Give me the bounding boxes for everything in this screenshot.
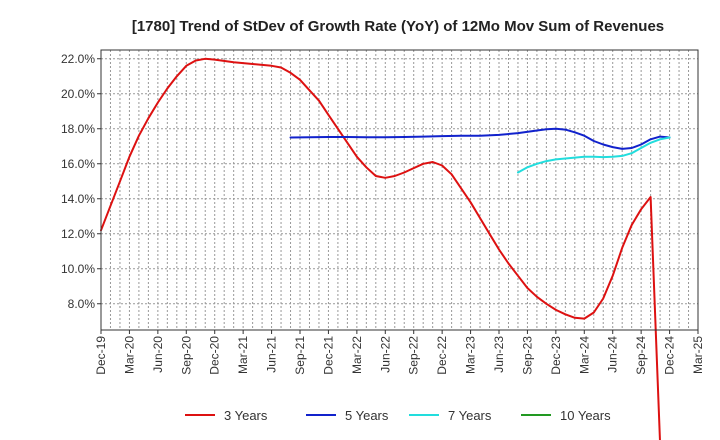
x-tick-label: Dec-21 <box>321 336 335 375</box>
y-tick-label: 18.0% <box>61 122 95 136</box>
x-tick-label: Jun-23 <box>492 336 506 373</box>
y-tick-label: 16.0% <box>61 157 95 171</box>
legend-label-7-years: 7 Years <box>448 408 492 423</box>
x-tick-label: Sep-23 <box>520 336 534 375</box>
x-tick-label: Mar-24 <box>577 336 591 374</box>
x-tick-label: Sep-20 <box>179 336 193 375</box>
x-tick-label: Dec-24 <box>663 336 677 375</box>
x-tick-label: Jun-24 <box>606 336 620 373</box>
x-tick-label: Jun-21 <box>265 336 279 373</box>
legend-label-10-years: 10 Years <box>560 408 611 423</box>
x-tick-label: Mar-20 <box>122 336 136 374</box>
x-tick-label: Mar-21 <box>236 336 250 374</box>
x-tick-label: Mar-23 <box>464 336 478 374</box>
x-tick-label: Sep-22 <box>407 336 421 375</box>
y-axis: 8.0% 10.0% 12.0% 14.0% 16.0% 18.0% 20.0% 22.0% <box>61 52 101 311</box>
y-tick-label: 10.0% <box>61 262 95 276</box>
x-tick-label: Jun-22 <box>378 336 392 373</box>
legend: 3 Years 5 Years 7 Years 10 Years <box>185 408 611 423</box>
x-tick-label: Dec-23 <box>549 336 563 375</box>
x-tick-label: Sep-24 <box>634 336 648 375</box>
plot-frame <box>100 49 699 331</box>
series-line-5-years <box>289 127 671 150</box>
x-tick-label: Dec-20 <box>208 336 222 375</box>
x-tick-label: Mar-25 <box>691 336 705 374</box>
x-tick-label: Jun-20 <box>151 336 165 373</box>
grid <box>101 50 698 330</box>
x-axis: Dec-19 Mar-20 Jun-20 Sep-20 Dec-20 Mar-21 Jun-… <box>94 330 705 375</box>
x-tick-label: Dec-19 <box>94 336 108 375</box>
series-layer <box>100 57 671 440</box>
legend-label-3-years: 3 Years <box>224 408 268 423</box>
y-tick-label: 12.0% <box>61 227 95 241</box>
legend-label-5-years: 5 Years <box>345 408 389 423</box>
x-tick-label: Mar-22 <box>350 336 364 374</box>
y-tick-label: 14.0% <box>61 192 95 206</box>
y-tick-label: 8.0% <box>68 297 96 311</box>
x-tick-label: Dec-22 <box>435 336 449 375</box>
series-line-3-years <box>100 57 661 440</box>
series-line-7-years <box>517 136 671 174</box>
y-tick-label: 20.0% <box>61 87 95 101</box>
chart-title: [1780] Trend of StDev of Growth Rate (Yo… <box>132 18 664 35</box>
y-tick-label: 22.0% <box>61 52 95 66</box>
x-tick-label: Sep-21 <box>293 336 307 375</box>
